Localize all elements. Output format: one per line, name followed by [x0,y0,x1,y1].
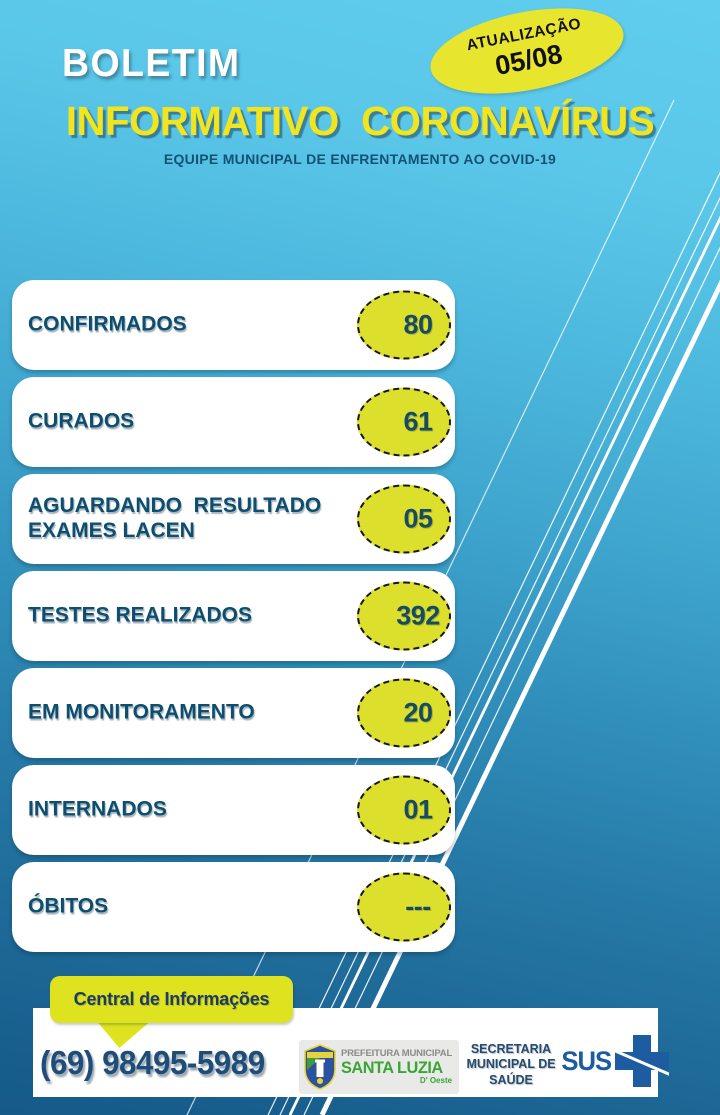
stat-label: EM MONITORAMENTO [28,700,255,724]
stat-label: INTERNADOS [28,797,167,821]
cityhall-text: PREFEITURA MUNICIPAL SANTA LUZIA D' Oest… [341,1049,452,1086]
stat-label: CONFIRMADOS [28,312,187,336]
stat-card-aguardando-resultado: AGUARDANDO RESULTADO EXAMES LACEN 05 [12,474,455,564]
stat-value-ellipse: --- [357,872,451,942]
stat-label: AGUARDANDO RESULTADO EXAMES LACEN [28,494,322,542]
stat-value-ellipse: 20 [357,678,451,748]
sus-label: SUS [561,1045,612,1076]
stat-label: ÓBITOS [28,894,109,918]
stat-label: CURADOS [28,409,135,433]
team-line: EQUIPE MUNICIPAL DE ENFRENTAMENTO AO COV… [163,151,557,167]
cityhall-line1: PREFEITURA MUNICIPAL [341,1047,453,1059]
stat-value-ellipse: 01 [357,775,451,845]
stats-list: CONFIRMADOS 80 CURADOS 61 AGUARDANDO RES… [12,280,455,952]
stat-value-ellipse: 61 [357,387,451,457]
stat-card-testes-realizados: TESTES REALIZADOS 392 [12,571,455,661]
cityhall-name: SANTA LUZIA [341,1058,443,1078]
cityhall-suffix: D' Oeste [419,1076,453,1086]
cityhall-logo: PREFEITURA MUNICIPAL SANTA LUZIA D' Oest… [299,1040,459,1094]
stat-label: TESTES REALIZADOS [28,603,253,627]
page-title: BOLETIM [62,42,241,85]
stat-value: 20 [403,697,433,728]
stat-card-obitos: ÓBITOS --- [12,862,455,952]
stat-card-internados: INTERNADOS 01 [12,765,455,855]
stat-value: 61 [403,406,433,437]
page-subtitle: INFORMATIVO CORONAVÍRUS [65,98,655,144]
stat-value-ellipse: 05 [357,484,451,554]
info-callout: Central de Informações [50,976,293,1023]
phone-number: (69) 98495-5989 [40,1044,265,1081]
sus-logo: SUS [560,1033,669,1089]
stat-value: 392 [396,600,440,631]
stat-card-em-monitoramento: EM MONITORAMENTO 20 [12,668,455,758]
stat-value: 01 [403,794,433,825]
stat-card-curados: CURADOS 61 [12,377,455,467]
health-department-label: SECRETARIA MUNICIPAL DE SAÚDE [466,1042,556,1087]
stat-value-ellipse: 80 [357,290,451,360]
stat-card-confirmados: CONFIRMADOS 80 [12,280,455,370]
info-callout-label: Central de Informações [73,989,270,1009]
city-crest-icon [304,1044,336,1090]
stat-value: 80 [403,309,433,340]
stat-value: --- [405,891,431,922]
stat-value: 05 [403,503,433,534]
stat-value-ellipse: 392 [357,581,451,651]
sus-cross-icon [614,1035,669,1087]
